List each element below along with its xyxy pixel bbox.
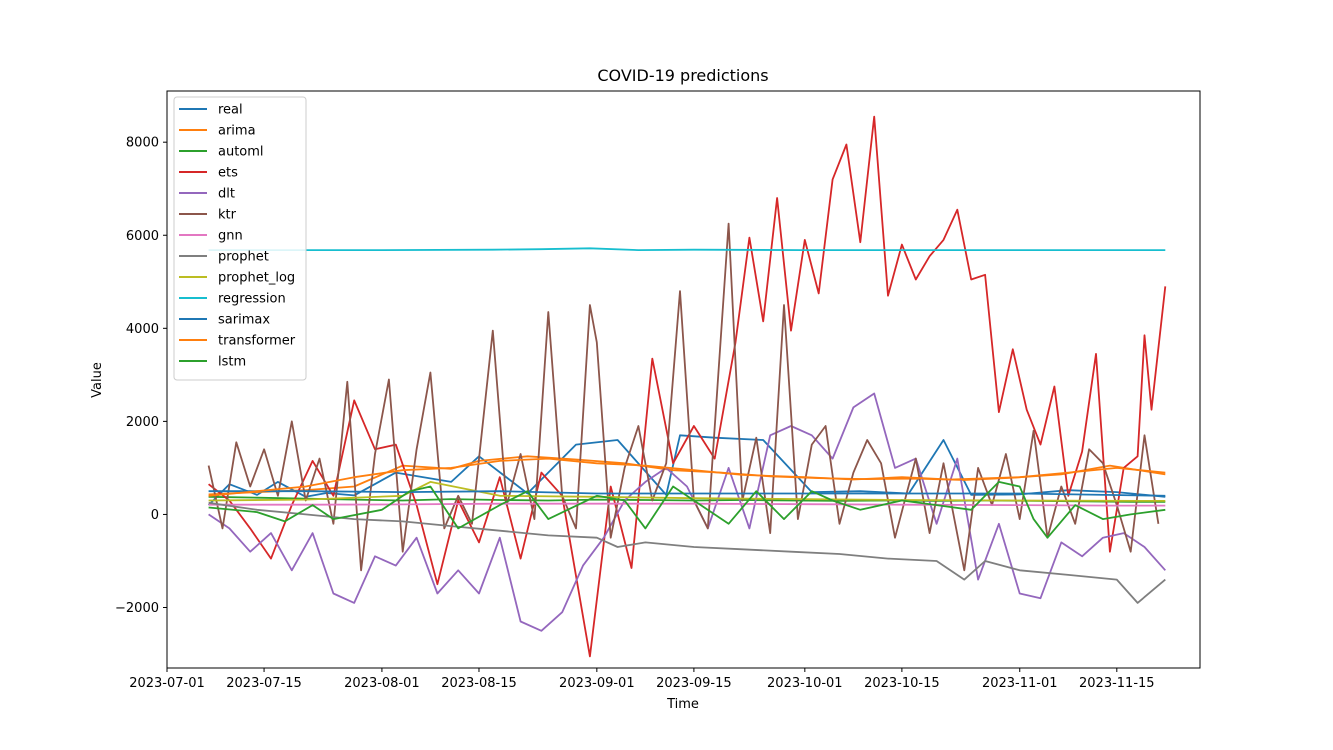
legend-label: prophet [218, 250, 269, 265]
x-tick-label: 2023-10-01 [767, 676, 843, 691]
x-tick-label: 2023-09-01 [559, 676, 635, 691]
series-line-prophet-log [208, 481, 1166, 502]
series-line-lstm [208, 481, 1166, 539]
y-tick-label: 6000 [126, 229, 159, 244]
x-tick-label: 2023-08-01 [344, 676, 420, 691]
legend-label: ets [218, 166, 238, 181]
legend-label: dlt [218, 187, 235, 202]
series-line-ktr [207, 222, 1160, 572]
y-tick-label: 0 [151, 508, 159, 523]
y-axis-label: Value [90, 362, 105, 398]
legend-box [173, 96, 307, 381]
legend-label: regression [218, 292, 286, 307]
x-tick-label: 2023-07-01 [129, 676, 205, 691]
y-tick-label: 2000 [126, 415, 159, 430]
series-line-prophet [208, 501, 1166, 604]
y-axis: −2000 0 2000 4000 6000 8000 [115, 136, 167, 616]
series-line-ets [208, 115, 1167, 658]
series-line-transformer [208, 457, 1166, 497]
y-tick-label: −2000 [115, 601, 159, 616]
y-tick-label: 4000 [126, 322, 159, 337]
legend-label: transformer [218, 334, 296, 349]
series-line-gnn [208, 502, 1166, 507]
plot-frame [166, 90, 1201, 669]
x-axis: 2023-07-01 2023-07-15 2023-08-01 2023-08-15… [129, 668, 1155, 691]
series-line-regression [208, 247, 1166, 251]
legend-label: ktr [218, 208, 237, 223]
x-tick-label: 2023-11-01 [982, 676, 1058, 691]
x-tick-label: 2023-10-15 [864, 676, 940, 691]
legend-label: gnn [218, 229, 243, 244]
legend-label: prophet_log [218, 271, 295, 286]
chart-title: COVID-19 predictions [597, 66, 768, 85]
y-tick-label: 8000 [126, 136, 159, 151]
x-tick-label: 2023-07-15 [226, 676, 302, 691]
legend-label: arima [218, 124, 256, 139]
legend-label: automl [218, 145, 264, 160]
legend: real arima automl ets dlt ktr gnn prophet prophe… [173, 96, 307, 381]
x-tick-label: 2023-09-15 [656, 676, 732, 691]
legend-label: lstm [218, 355, 246, 370]
legend-label: sarimax [218, 313, 270, 328]
legend-label: real [218, 103, 243, 118]
x-tick-label: 2023-08-15 [441, 676, 517, 691]
series-line-sarimax [208, 490, 1166, 497]
x-tick-label: 2023-11-15 [1079, 676, 1155, 691]
x-axis-label: Time [666, 697, 699, 712]
series-lines [207, 115, 1167, 658]
series-line-dlt [208, 392, 1166, 632]
